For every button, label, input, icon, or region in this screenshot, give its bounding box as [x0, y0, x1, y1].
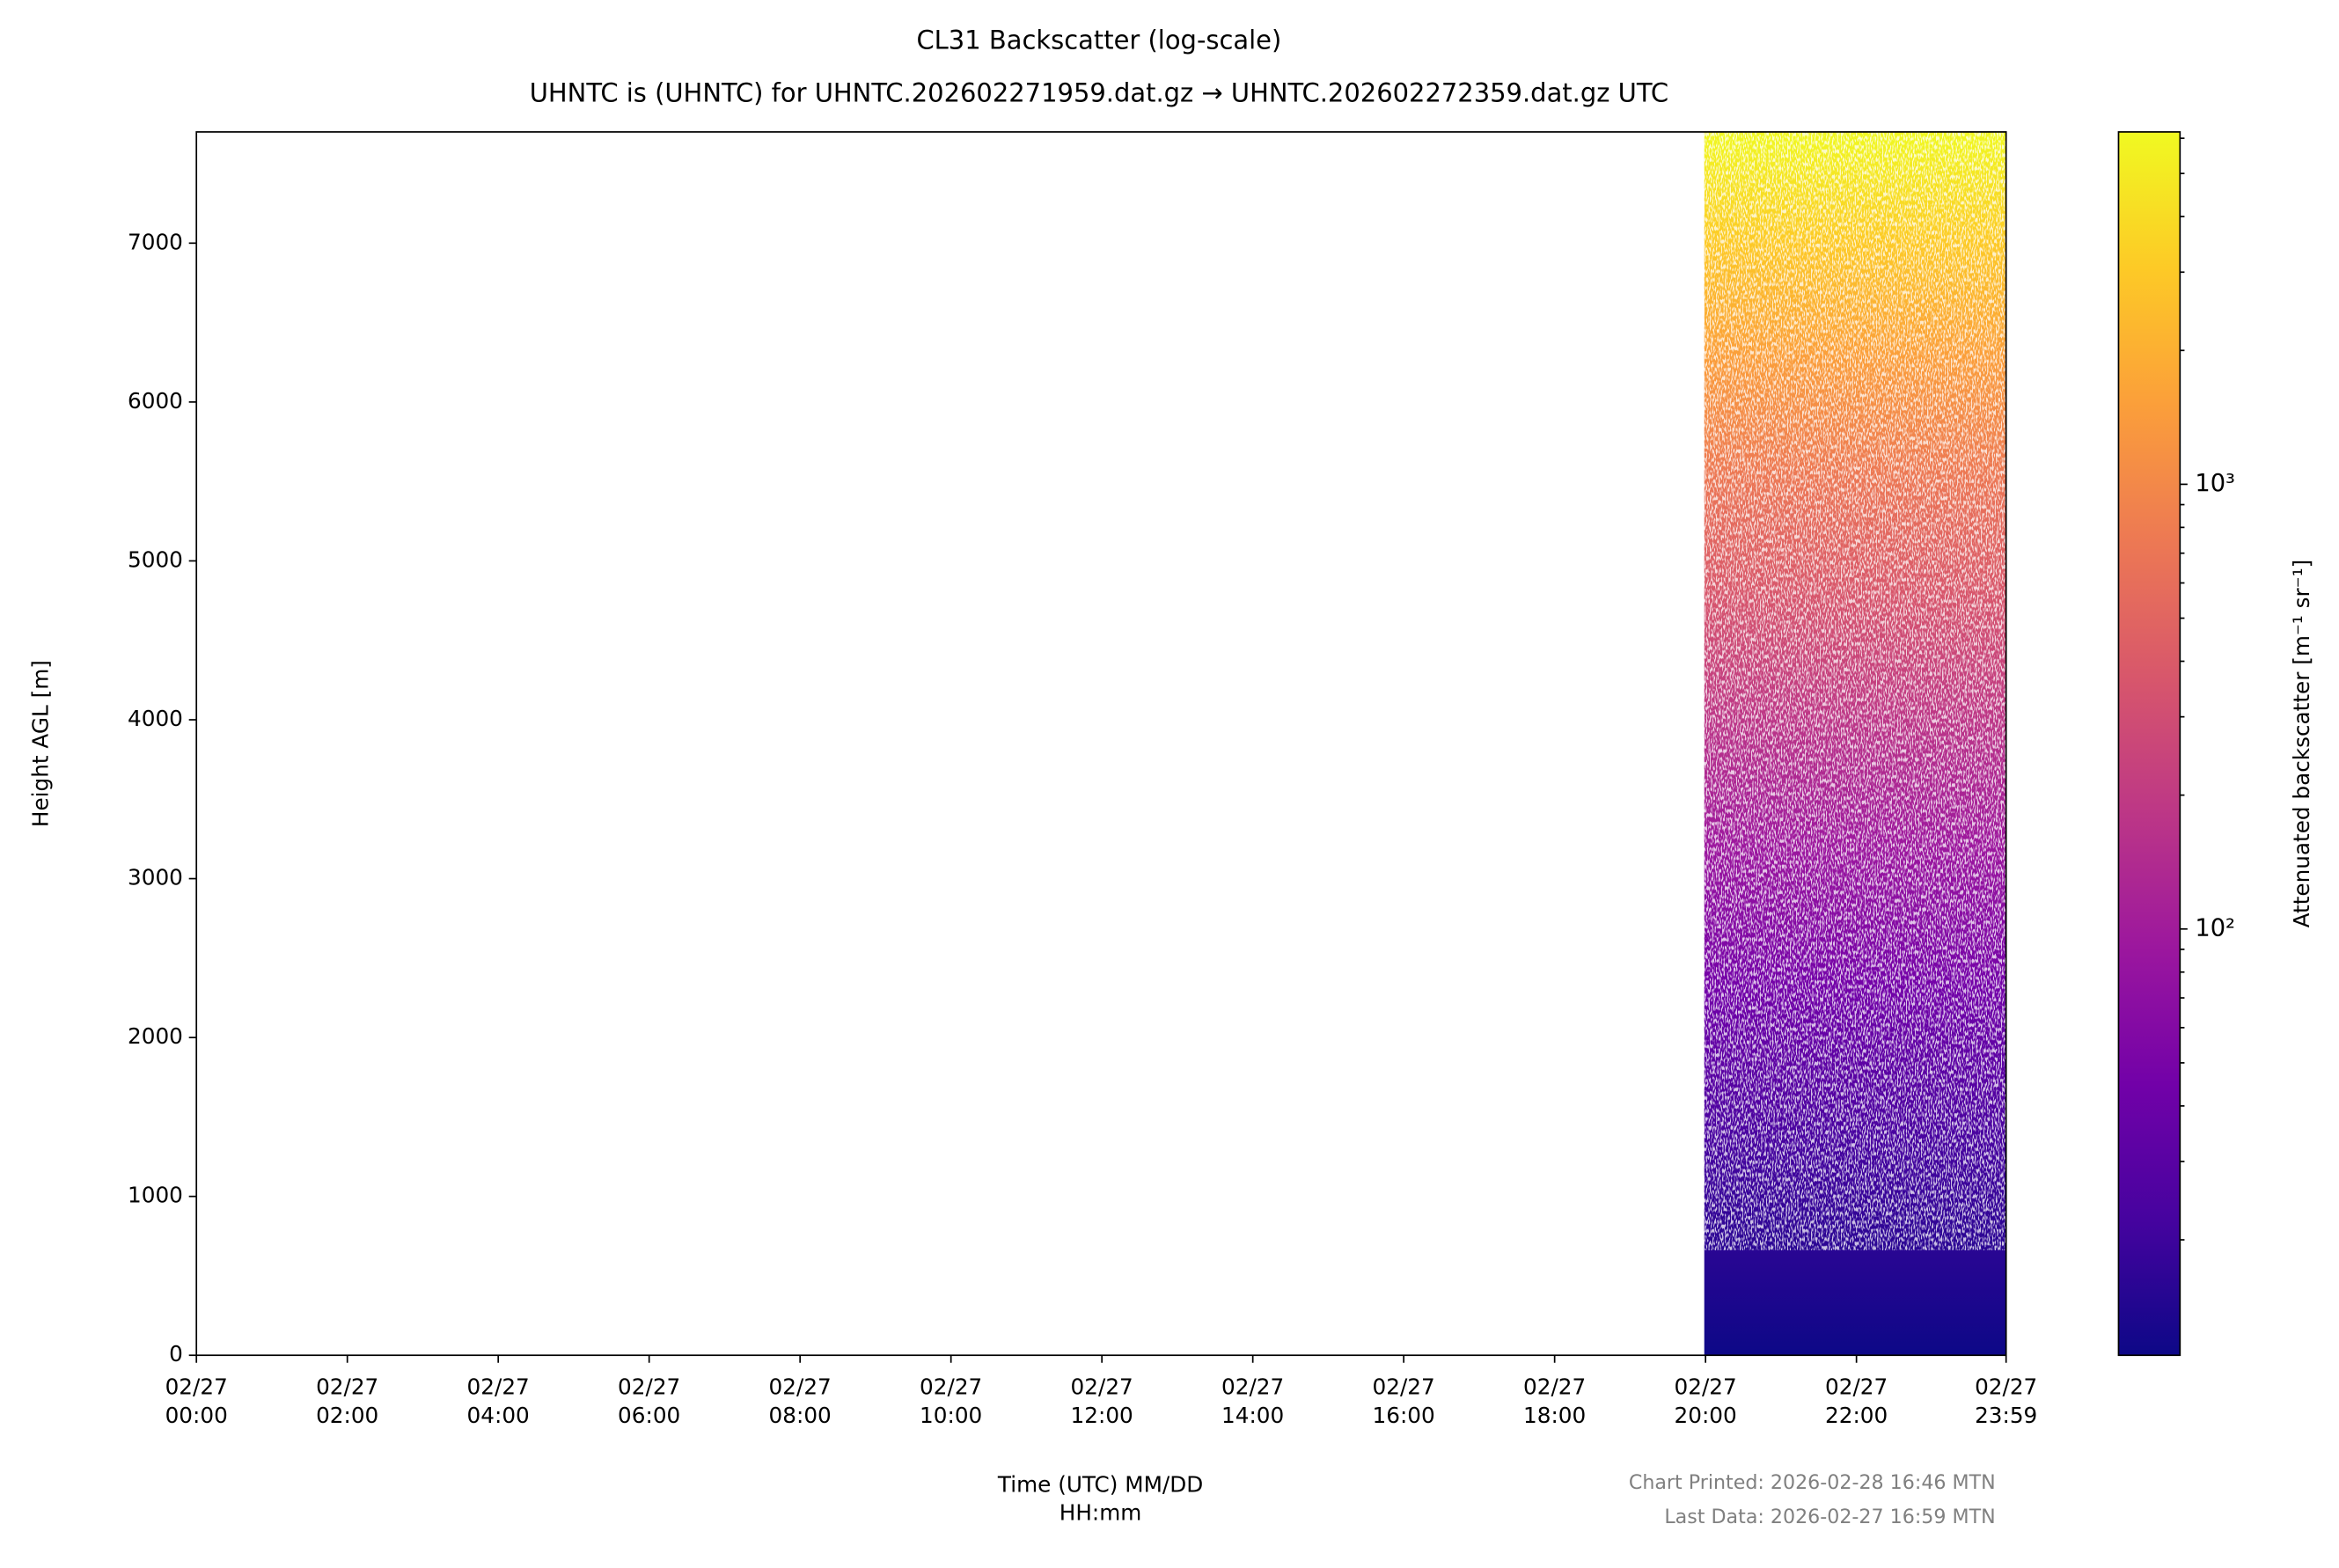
colorbar-label: Attenuated backscatter [m⁻¹ sr⁻¹]: [2289, 560, 2314, 928]
chart-subtitle: UHNTC is (UHNTC) for UHNTC.202602271959.…: [530, 77, 1668, 107]
x-tick-label: 02/27 10:00: [920, 1376, 983, 1429]
footer-note: Last Data: 2026-02-27 16:59 MTN: [1664, 1506, 1996, 1529]
y-tick-label: 5000: [128, 546, 183, 572]
x-tick-label: 02/27 18:00: [1523, 1376, 1587, 1429]
y-tick-label: 3000: [128, 865, 183, 890]
plot-frame: [195, 131, 2007, 1357]
colorbar: [2117, 131, 2181, 1357]
x-tick-label: 02/27 08:00: [768, 1376, 832, 1429]
y-tick-label: 2000: [128, 1023, 183, 1049]
x-tick-label: 02/27 00:00: [165, 1376, 228, 1429]
x-tick-label: 02/27 12:00: [1070, 1376, 1133, 1429]
colorbar-tick-label: 10²: [2195, 914, 2235, 942]
x-tick-label: 02/27 04:00: [466, 1376, 530, 1429]
x-tick-label: 02/27 06:00: [618, 1376, 681, 1429]
y-tick-label: 7000: [128, 229, 183, 254]
backscatter-speckle: [1704, 131, 2006, 1250]
x-tick-label: 02/27 14:00: [1221, 1376, 1285, 1429]
y-tick-label: 1000: [128, 1183, 183, 1208]
y-tick-label: 0: [169, 1341, 183, 1367]
x-axis-label: Time (UTC) MM/DD HH:mm: [997, 1473, 1204, 1527]
x-tick-label: 02/27 23:59: [1975, 1376, 2038, 1429]
x-tick-label: 02/27 16:00: [1372, 1376, 1435, 1429]
x-tick-label: 02/27 20:00: [1674, 1376, 1737, 1429]
chart-title: CL31 Backscatter (log-scale): [916, 26, 1281, 55]
y-tick-label: 6000: [128, 388, 183, 414]
x-tick-label: 02/27 02:00: [316, 1376, 379, 1429]
y-axis-label: Height AGL [m]: [28, 660, 54, 827]
y-tick-label: 4000: [128, 706, 183, 731]
colorbar-tick-label: 10³: [2195, 470, 2235, 497]
footer-note: Chart Printed: 2026-02-28 16:46 MTN: [1628, 1472, 1996, 1495]
x-tick-label: 02/27 22:00: [1825, 1376, 1888, 1429]
